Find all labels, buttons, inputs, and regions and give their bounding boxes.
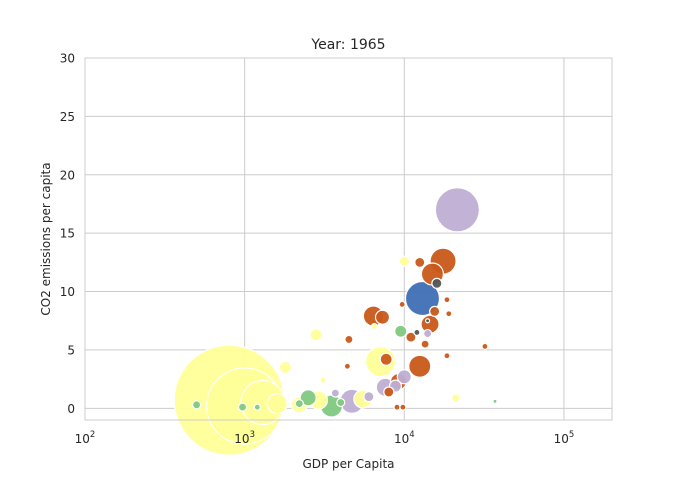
y-tick-label: 15 <box>60 227 75 241</box>
data-point <box>299 389 317 407</box>
data-point <box>451 393 461 403</box>
data-point <box>492 398 498 404</box>
data-point <box>420 339 430 349</box>
y-tick-label: 10 <box>60 285 75 299</box>
data-point <box>383 386 395 398</box>
data-point <box>336 397 346 408</box>
data-point <box>294 399 304 409</box>
data-point <box>408 354 432 378</box>
data-point <box>443 296 451 304</box>
data-point <box>396 369 412 385</box>
data-point <box>431 277 443 289</box>
y-tick-label: 0 <box>67 402 75 416</box>
data-point <box>191 400 202 410</box>
y-tick-label: 5 <box>67 343 75 357</box>
data-point <box>413 328 421 337</box>
data-point <box>398 255 410 267</box>
x-tick-label: 104 <box>394 430 415 446</box>
data-point <box>393 403 401 411</box>
data-point <box>429 305 441 317</box>
data-point <box>278 360 293 375</box>
data-point <box>363 391 375 403</box>
data-point <box>379 352 393 366</box>
data-point <box>481 342 489 351</box>
y-tick-label: 30 <box>60 52 75 66</box>
data-point <box>370 322 379 331</box>
data-point <box>319 376 327 384</box>
data-point <box>405 331 417 343</box>
data-point <box>253 403 261 411</box>
data-points <box>173 187 498 456</box>
data-point <box>425 318 431 324</box>
y-tick-label: 25 <box>60 110 75 124</box>
data-point <box>330 388 340 398</box>
x-tick-label: 102 <box>75 430 96 446</box>
y-axis-label: CO2 emissions per capita <box>39 162 53 315</box>
data-point <box>398 300 406 308</box>
data-point <box>344 334 354 345</box>
y-tick-label: 20 <box>60 168 75 182</box>
data-point <box>394 324 408 338</box>
data-point <box>414 256 426 268</box>
plot-frame <box>84 57 613 421</box>
data-point <box>434 187 480 233</box>
data-point <box>374 309 391 325</box>
data-point <box>404 280 441 317</box>
data-point <box>423 328 433 339</box>
data-point <box>343 362 351 370</box>
x-tick-label: 105 <box>554 430 575 446</box>
data-point <box>266 393 288 415</box>
data-point <box>399 403 407 411</box>
chart-title: Year: 1965 <box>310 37 385 53</box>
data-point <box>443 352 451 360</box>
data-point <box>237 402 248 412</box>
data-point <box>309 328 323 342</box>
x-axis-label: GDP per Capita <box>302 457 394 471</box>
data-point <box>445 310 453 318</box>
